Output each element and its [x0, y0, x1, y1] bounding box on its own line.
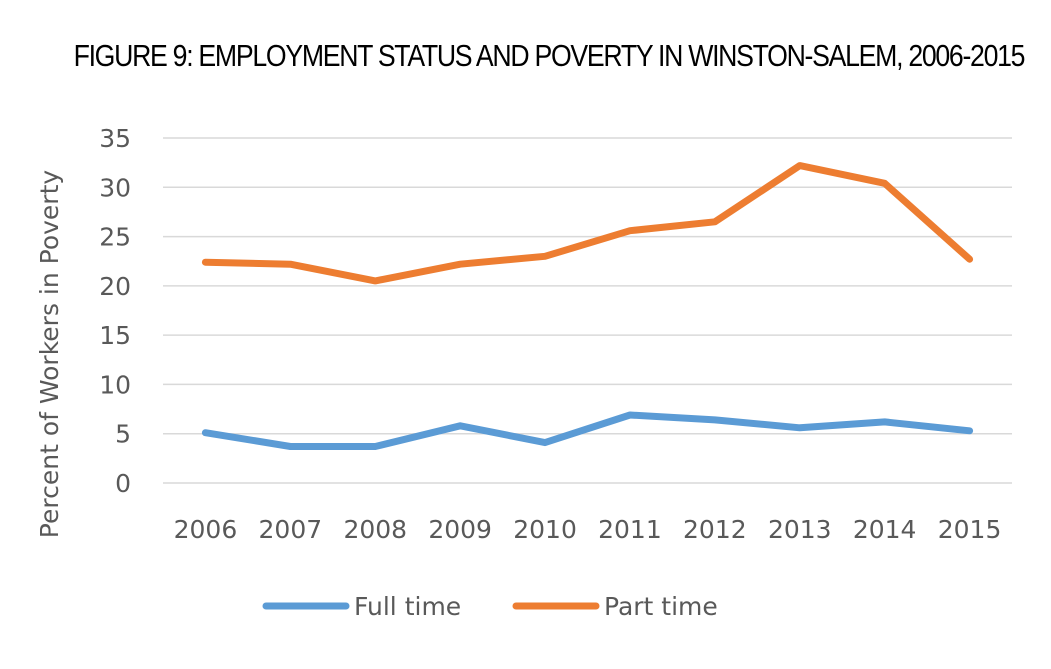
- series-line-full-time: [201, 411, 974, 450]
- series-line-part-time: [201, 162, 974, 285]
- x-tick-label: 2007: [259, 515, 323, 544]
- y-tick-label: 15: [99, 321, 131, 350]
- x-tick-label: 2009: [428, 515, 492, 544]
- legend: Full time Part time: [262, 592, 718, 621]
- y-tick-label: 5: [115, 420, 131, 449]
- x-tick-label: 2008: [343, 515, 407, 544]
- y-tick-label: 35: [99, 124, 131, 153]
- x-tick-label: 2013: [768, 515, 832, 544]
- y-tick-label: 10: [99, 370, 131, 399]
- gridlines: [163, 137, 1012, 484]
- x-tick-label: 2010: [513, 515, 577, 544]
- x-tick-label: 2012: [683, 515, 747, 544]
- x-tick-label: 2014: [853, 515, 917, 544]
- x-axis-ticks: 2006 2007 2008 2009 2010 2011 2012 2013 2014 2015: [174, 515, 1002, 544]
- y-axis-label: Percent of Workers in Poverty: [35, 170, 64, 539]
- chart-title: FIGURE 9: EMPLOYMENT STATUS AND POVERTY …: [73, 38, 1026, 73]
- x-tick-label: 2011: [598, 515, 662, 544]
- y-tick-label: 30: [99, 173, 131, 202]
- x-tick-label: 2015: [938, 515, 1002, 544]
- legend-label: Part time: [604, 592, 718, 621]
- y-tick-label: 20: [99, 272, 131, 301]
- series-lines: [201, 162, 974, 450]
- y-tick-label: 25: [99, 223, 131, 252]
- y-tick-label: 0: [115, 469, 131, 498]
- x-tick-label: 2006: [174, 515, 238, 544]
- y-axis-ticks: 0 5 10 15 20 25 30 35: [99, 124, 131, 498]
- legend-label: Full time: [354, 592, 461, 621]
